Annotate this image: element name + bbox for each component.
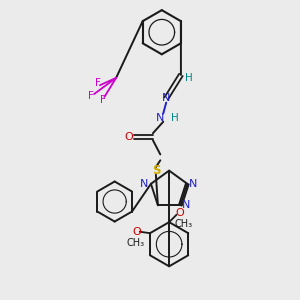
Text: O: O (175, 208, 184, 218)
Text: N: N (189, 179, 197, 189)
Text: N: N (140, 179, 148, 189)
Text: CH₃: CH₃ (127, 238, 145, 248)
Text: H: H (185, 73, 193, 83)
Text: O: O (132, 227, 141, 237)
Text: N: N (156, 112, 164, 123)
Text: N: N (182, 200, 190, 210)
Text: N: N (162, 94, 170, 103)
Text: S: S (152, 164, 160, 177)
Text: O: O (124, 132, 133, 142)
Text: F: F (95, 78, 101, 88)
Text: F: F (100, 95, 106, 105)
Text: H: H (171, 112, 178, 123)
Text: F: F (88, 91, 94, 100)
Text: CH₃: CH₃ (174, 219, 192, 229)
